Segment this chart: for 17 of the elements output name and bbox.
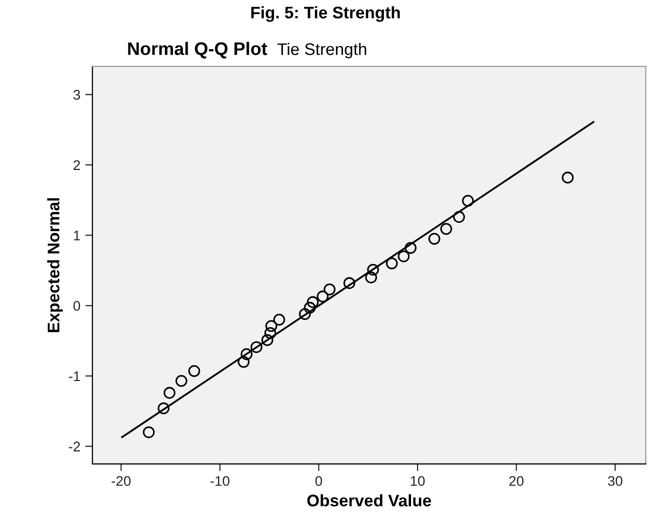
y-tick-label: 0	[73, 300, 80, 311]
y-axis-title: Expected Normal	[47, 198, 63, 332]
x-axis-title: Observed Value	[307, 494, 432, 506]
chart-title: Normal Q-Q Plot	[128, 42, 268, 58]
chart-subtitle: Tie Strength	[277, 42, 366, 58]
y-tick-label: -1	[68, 371, 80, 381]
x-tick-label: 30	[608, 476, 622, 486]
x-tick-label: 20	[509, 476, 524, 486]
y-tick-label: -2	[68, 442, 80, 452]
x-tick-label: 0	[315, 476, 322, 486]
x-tick-label: -10	[210, 476, 230, 486]
x-tick-label: -20	[112, 476, 131, 486]
y-tick-label: 1	[74, 230, 80, 240]
y-tick-label: 3	[73, 90, 80, 100]
x-tick-label: 10	[410, 476, 425, 486]
caption: Fig. 5: Tie Strength	[251, 6, 400, 22]
y-tick-label: 2	[74, 160, 80, 170]
